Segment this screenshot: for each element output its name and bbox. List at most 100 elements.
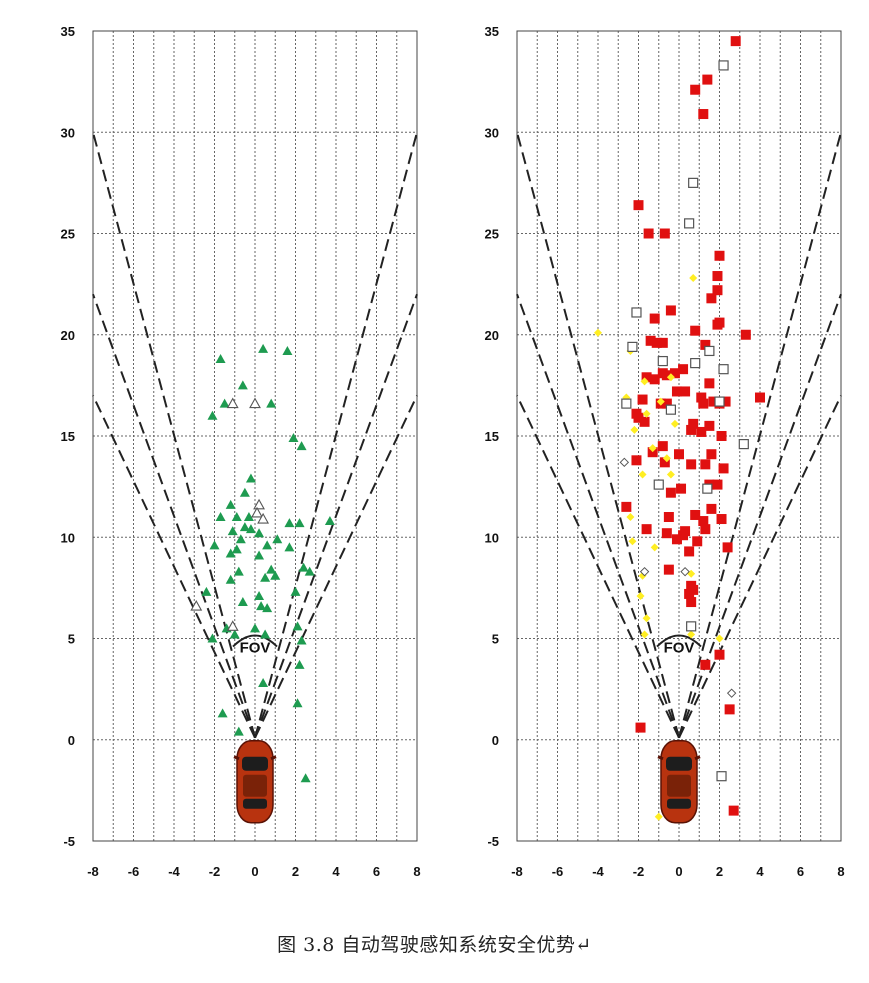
- data-point-filled-square: [714, 649, 725, 660]
- data-point-hollow-square: [665, 404, 677, 415]
- data-point-filled-triangle: [290, 586, 301, 596]
- x-tick-label: -8: [511, 864, 523, 879]
- data-point-hollow-triangle: [249, 397, 261, 409]
- data-point-hollow-triangle: [251, 506, 263, 518]
- y-tick-label: 0: [68, 733, 75, 748]
- x-tick-label: 0: [251, 864, 258, 879]
- data-point-filled-square: [645, 335, 656, 346]
- fov-boundary-line: [92, 131, 256, 739]
- data-point-filled-square: [661, 528, 672, 539]
- y-tick-label: 35: [485, 24, 499, 39]
- data-point-filled-triangle: [296, 635, 307, 645]
- data-point-hollow-diamond: [619, 457, 630, 468]
- data-point-filled-square: [704, 378, 715, 389]
- data-point-filled-square: [706, 449, 717, 460]
- data-point-filled-square: [657, 441, 668, 452]
- data-point-hollow-triangle: [226, 620, 239, 631]
- data-point-filled-diamond: [650, 543, 659, 552]
- car-icon: [233, 740, 277, 824]
- data-point-filled-square: [696, 426, 707, 437]
- data-point-hollow-square: [738, 439, 749, 450]
- data-point-filled-triangle: [237, 380, 248, 390]
- data-point-hollow-triangle: [253, 498, 265, 510]
- series-filled-square: [621, 36, 765, 816]
- data-point-hollow-triangle: [190, 599, 203, 611]
- data-point-filled-square: [700, 339, 711, 350]
- data-point-filled-triangle: [215, 512, 226, 521]
- data-point-filled-square: [724, 704, 735, 715]
- data-point-filled-triangle: [296, 441, 307, 451]
- data-point-filled-square: [663, 512, 674, 522]
- data-point-filled-square: [690, 325, 701, 336]
- data-point-filled-triangle: [266, 398, 277, 408]
- data-point-filled-diamond: [654, 812, 663, 821]
- fov-arc: [656, 634, 702, 648]
- data-point-filled-square: [641, 372, 652, 383]
- y-tick-label: 5: [68, 632, 75, 647]
- x-tick-label: -4: [592, 864, 604, 879]
- data-point-filled-square: [702, 74, 713, 85]
- car-windshield: [242, 756, 268, 771]
- data-point-filled-square: [684, 588, 695, 599]
- plot-frame: [516, 30, 842, 842]
- data-point-filled-square: [643, 228, 654, 239]
- data-point-filled-square: [680, 386, 691, 397]
- data-point-filled-square: [633, 200, 644, 211]
- data-point-filled-square: [755, 392, 765, 403]
- data-point-filled-triangle: [258, 678, 269, 688]
- data-point-filled-triangle: [245, 473, 256, 483]
- data-point-filled-square: [696, 392, 707, 403]
- data-point-filled-square: [657, 337, 668, 348]
- data-point-filled-square: [728, 805, 739, 816]
- car-windshield: [666, 756, 692, 771]
- fov-label: FOV: [240, 640, 271, 657]
- data-point-filled-square: [712, 479, 723, 490]
- figure-caption: 图 3.8 自动驾驶感知系统安全优势↵: [277, 934, 592, 956]
- data-point-hollow-diamond: [639, 566, 650, 577]
- data-point-hollow-triangle: [226, 397, 239, 409]
- data-point-filled-square: [688, 418, 699, 429]
- x-tick-label: 2: [292, 864, 299, 879]
- data-point-filled-triangle: [235, 534, 246, 544]
- data-point-filled-diamond: [594, 328, 602, 337]
- data-point-filled-square: [700, 524, 711, 535]
- data-point-filled-square: [637, 394, 648, 405]
- data-point-filled-square: [706, 503, 717, 514]
- data-point-filled-triangle: [254, 590, 265, 600]
- data-point-filled-triangle: [215, 354, 226, 364]
- grid-lines: [92, 30, 418, 842]
- series-hollow-triangle: [190, 397, 270, 631]
- data-point-filled-triangle: [231, 544, 242, 554]
- data-point-filled-square: [686, 597, 697, 608]
- data-point-filled-square: [730, 36, 741, 47]
- data-point-filled-square: [704, 420, 715, 431]
- data-point-filled-diamond: [642, 409, 651, 418]
- data-point-filled-triangle: [217, 708, 228, 718]
- data-point-filled-triangle: [239, 522, 250, 532]
- data-point-filled-triangle: [231, 512, 242, 521]
- y-tick-label: 20: [61, 328, 75, 343]
- data-point-filled-triangle: [260, 629, 271, 639]
- fov-boundary-line: [516, 293, 680, 739]
- car-roof: [667, 774, 691, 797]
- y-tick-label: 15: [485, 429, 499, 444]
- data-point-filled-triangle: [256, 601, 267, 611]
- data-point-hollow-square: [653, 479, 664, 490]
- data-point-filled-triangle: [225, 574, 236, 584]
- data-point-filled-triangle: [229, 629, 240, 639]
- x-tick-label: 0: [675, 864, 682, 879]
- series-filled-triangle: [201, 343, 335, 783]
- data-point-filled-square: [678, 530, 689, 541]
- fov-boundary-line: [92, 395, 256, 739]
- data-point-filled-triangle: [298, 562, 309, 572]
- fov-label: FOV: [664, 640, 695, 657]
- data-point-filled-triangle: [219, 398, 230, 408]
- data-point-filled-square: [661, 398, 672, 409]
- data-point-filled-triangle: [324, 516, 335, 526]
- data-point-filled-square: [716, 431, 727, 441]
- data-point-filled-triangle: [304, 566, 315, 576]
- data-point-filled-triangle: [262, 603, 273, 613]
- grid-lines: [516, 30, 842, 842]
- y-tick-label: 20: [485, 328, 499, 343]
- data-point-hollow-square: [631, 307, 642, 318]
